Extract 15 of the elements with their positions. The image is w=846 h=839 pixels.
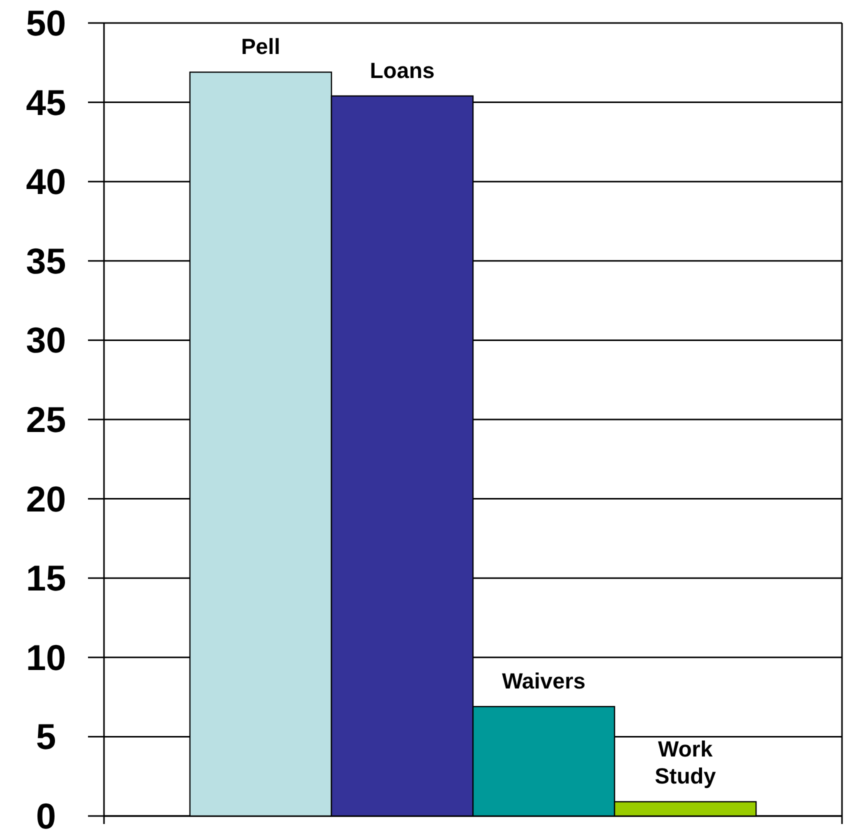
series-label: Work Study — [654, 736, 717, 789]
y-tick-label: 5 — [36, 716, 56, 758]
series-label: Pell — [241, 34, 280, 60]
y-tick-label: 0 — [36, 796, 56, 836]
series-label: Loans — [370, 58, 435, 83]
y-tick-label: 40 — [26, 161, 66, 202]
y-tick-label: 45 — [26, 82, 66, 123]
y-tick-label: 35 — [26, 240, 66, 282]
y-tick-label: 50 — [26, 2, 66, 44]
y-tick-label: 25 — [26, 399, 66, 440]
y-tick-label: 20 — [26, 478, 66, 520]
y-tick-label: 15 — [26, 558, 66, 599]
y-tick-label: 30 — [26, 320, 66, 361]
y-tick-label: 10 — [26, 636, 66, 678]
series-label: Waivers — [502, 668, 586, 694]
